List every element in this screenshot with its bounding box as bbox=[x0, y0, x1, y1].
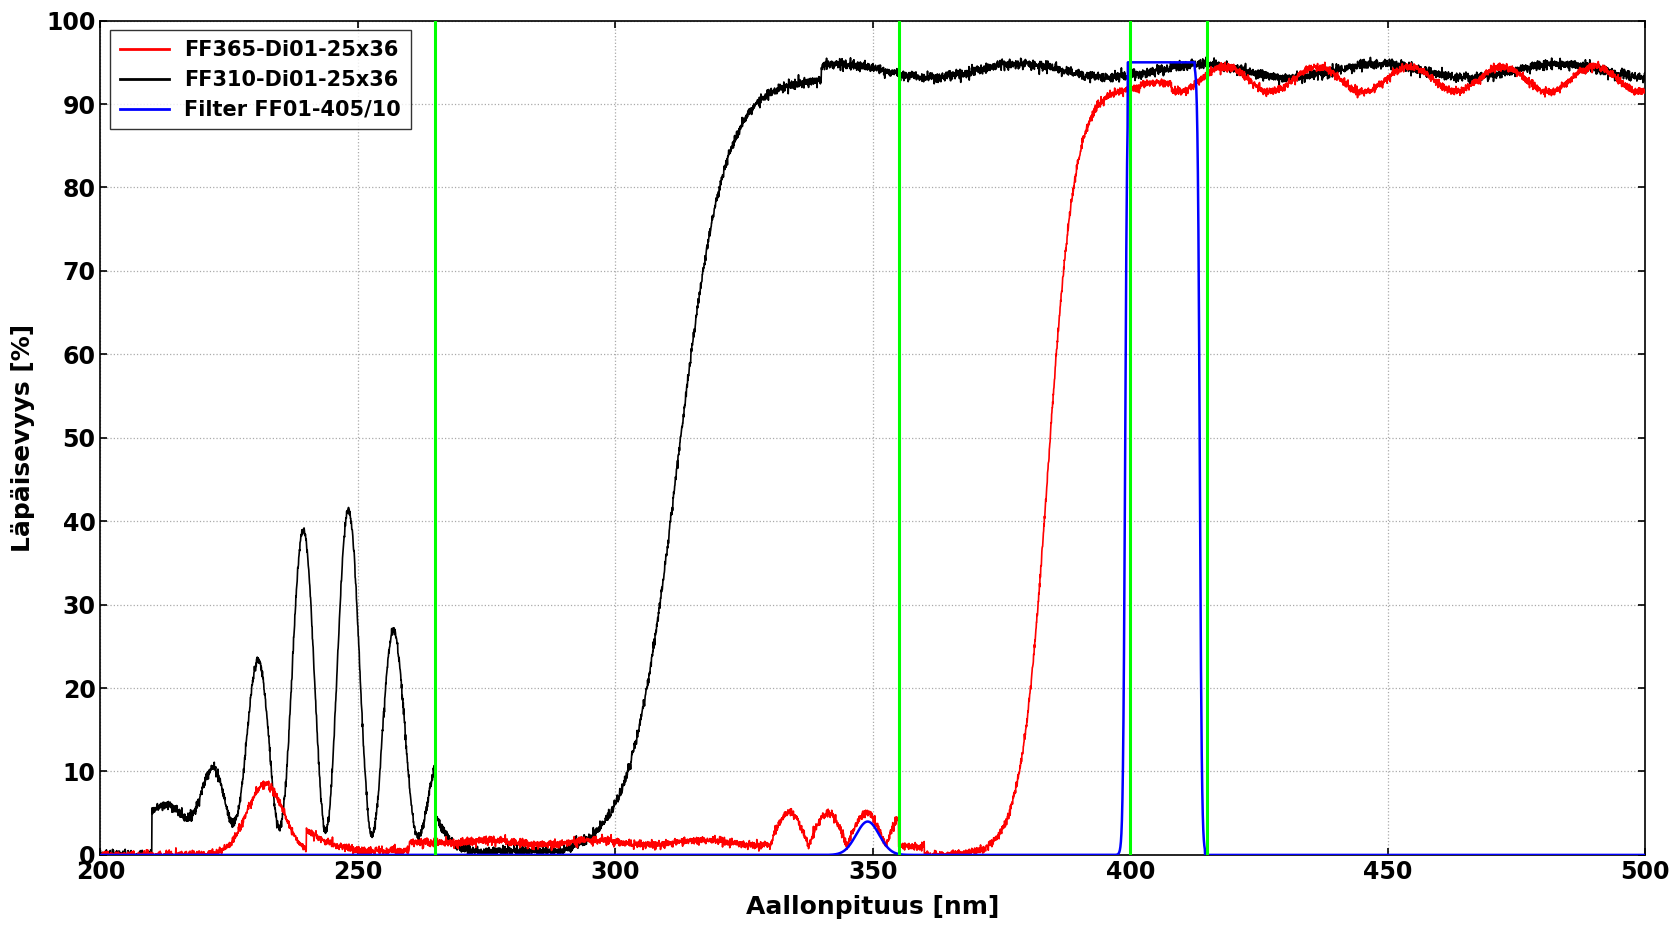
Filter FF01-405/10 bbox=[465, 849, 486, 860]
FF310-Di01-25x36 bbox=[91, 849, 111, 860]
Legend: FF365-Di01-25x36, FF310-Di01-25x36, Filter FF01-405/10: FF365-Di01-25x36, FF310-Di01-25x36, Filt… bbox=[111, 31, 410, 129]
FF310-Di01-25x36 bbox=[672, 418, 692, 429]
Line: Filter FF01-405/10: Filter FF01-405/10 bbox=[101, 62, 1645, 855]
Filter FF01-405/10 bbox=[1621, 849, 1641, 860]
Filter FF01-405/10 bbox=[1635, 849, 1655, 860]
FF310-Di01-25x36 bbox=[91, 845, 111, 857]
FF310-Di01-25x36 bbox=[1635, 67, 1655, 78]
Line: FF365-Di01-25x36: FF365-Di01-25x36 bbox=[101, 61, 1645, 855]
Y-axis label: Läpäisevyys [%]: Läpäisevyys [%] bbox=[12, 324, 35, 551]
FF310-Di01-25x36 bbox=[1194, 52, 1215, 63]
FF365-Di01-25x36 bbox=[1635, 85, 1655, 96]
Filter FF01-405/10 bbox=[91, 849, 111, 860]
FF310-Di01-25x36 bbox=[457, 849, 477, 860]
FF365-Di01-25x36 bbox=[465, 835, 486, 846]
Filter FF01-405/10 bbox=[449, 849, 469, 860]
FF365-Di01-25x36 bbox=[457, 831, 477, 843]
X-axis label: Aallonpituus [nm]: Aallonpituus [nm] bbox=[746, 895, 1000, 919]
FF310-Di01-25x36 bbox=[449, 842, 469, 853]
Filter FF01-405/10 bbox=[672, 849, 692, 860]
FF365-Di01-25x36 bbox=[781, 806, 801, 817]
FF365-Di01-25x36 bbox=[1588, 56, 1608, 67]
Filter FF01-405/10 bbox=[781, 849, 801, 860]
FF310-Di01-25x36 bbox=[465, 844, 486, 856]
Filter FF01-405/10 bbox=[1117, 57, 1137, 68]
FF365-Di01-25x36 bbox=[1621, 86, 1641, 97]
FF310-Di01-25x36 bbox=[1623, 72, 1643, 83]
FF365-Di01-25x36 bbox=[672, 841, 692, 852]
Line: FF310-Di01-25x36: FF310-Di01-25x36 bbox=[101, 58, 1645, 855]
FF365-Di01-25x36 bbox=[91, 849, 111, 860]
Filter FF01-405/10 bbox=[457, 849, 477, 860]
FF310-Di01-25x36 bbox=[783, 78, 803, 89]
FF365-Di01-25x36 bbox=[449, 839, 469, 850]
